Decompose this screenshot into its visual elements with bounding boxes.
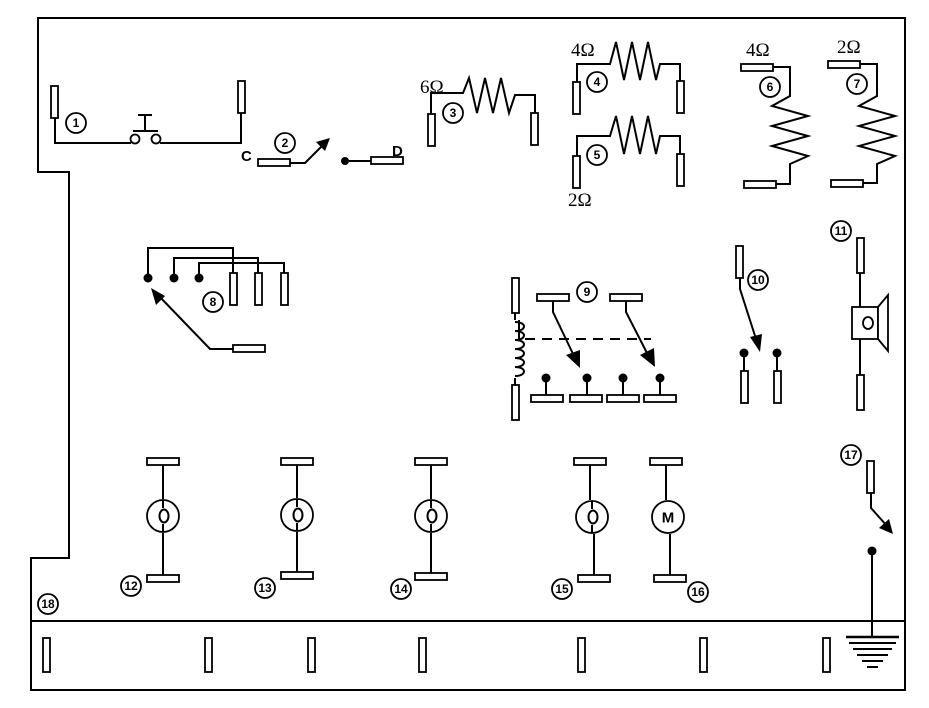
component-6-resistor[interactable]: 4Ω 6	[740, 40, 812, 189]
component-10-switch[interactable]: 10	[735, 245, 782, 404]
component-1-push-button[interactable]: 1	[50, 80, 246, 145]
resistor-5-value: 2Ω	[568, 190, 592, 211]
component-12-lamp[interactable]: 12	[120, 457, 180, 597]
ground-symbol	[846, 635, 899, 668]
label-11: 11	[835, 224, 848, 238]
label-18: 18	[41, 597, 55, 611]
resistor-4-value: 4Ω	[571, 40, 595, 61]
component-13-lamp[interactable]: 13	[254, 457, 314, 599]
component-8-selector[interactable]: 8	[143, 247, 289, 353]
component-9-relay[interactable]: 9	[511, 277, 677, 421]
label-2: 2	[282, 136, 289, 150]
label-1: 1	[73, 116, 80, 130]
label-16: 16	[691, 585, 705, 599]
component-16-motor[interactable]: M 16	[649, 457, 709, 603]
resistor-3-value: 6Ω	[420, 77, 444, 98]
label-12: 12	[124, 579, 138, 593]
resistor-7-value: 2Ω	[837, 37, 861, 58]
component-15-lamp[interactable]: 15	[551, 457, 611, 600]
label-d: D	[392, 143, 403, 160]
label-c: C	[241, 148, 252, 165]
label-3: 3	[450, 106, 457, 120]
motor-label: M	[662, 510, 675, 527]
component-17-switch[interactable]: 17	[840, 444, 893, 636]
label-13: 13	[258, 581, 272, 595]
label-8: 8	[210, 295, 217, 309]
label-7: 7	[854, 77, 861, 91]
component-14-lamp[interactable]: 14	[390, 457, 448, 600]
component-18-ground-bus[interactable]: 18	[37, 593, 831, 673]
component-7-resistor[interactable]: 2Ω 7	[827, 37, 899, 188]
label-17: 17	[844, 448, 858, 462]
label-10: 10	[751, 273, 765, 287]
component-2-switch[interactable]: C D 2	[241, 132, 404, 167]
component-4-resistor[interactable]: 4Ω 4	[571, 40, 685, 115]
board-outline	[30, 17, 906, 691]
label-14: 14	[394, 582, 408, 596]
label-15: 15	[555, 582, 569, 596]
resistor-6-value: 4Ω	[746, 40, 770, 61]
label-6: 6	[767, 80, 774, 94]
component-5-resistor[interactable]: 2Ω 5	[568, 115, 685, 211]
label-4: 4	[594, 75, 601, 89]
component-11-speaker[interactable]: 11	[830, 220, 889, 411]
label-5: 5	[594, 148, 601, 162]
component-3-resistor[interactable]: 6Ω 3	[420, 74, 539, 147]
label-9: 9	[584, 285, 591, 299]
